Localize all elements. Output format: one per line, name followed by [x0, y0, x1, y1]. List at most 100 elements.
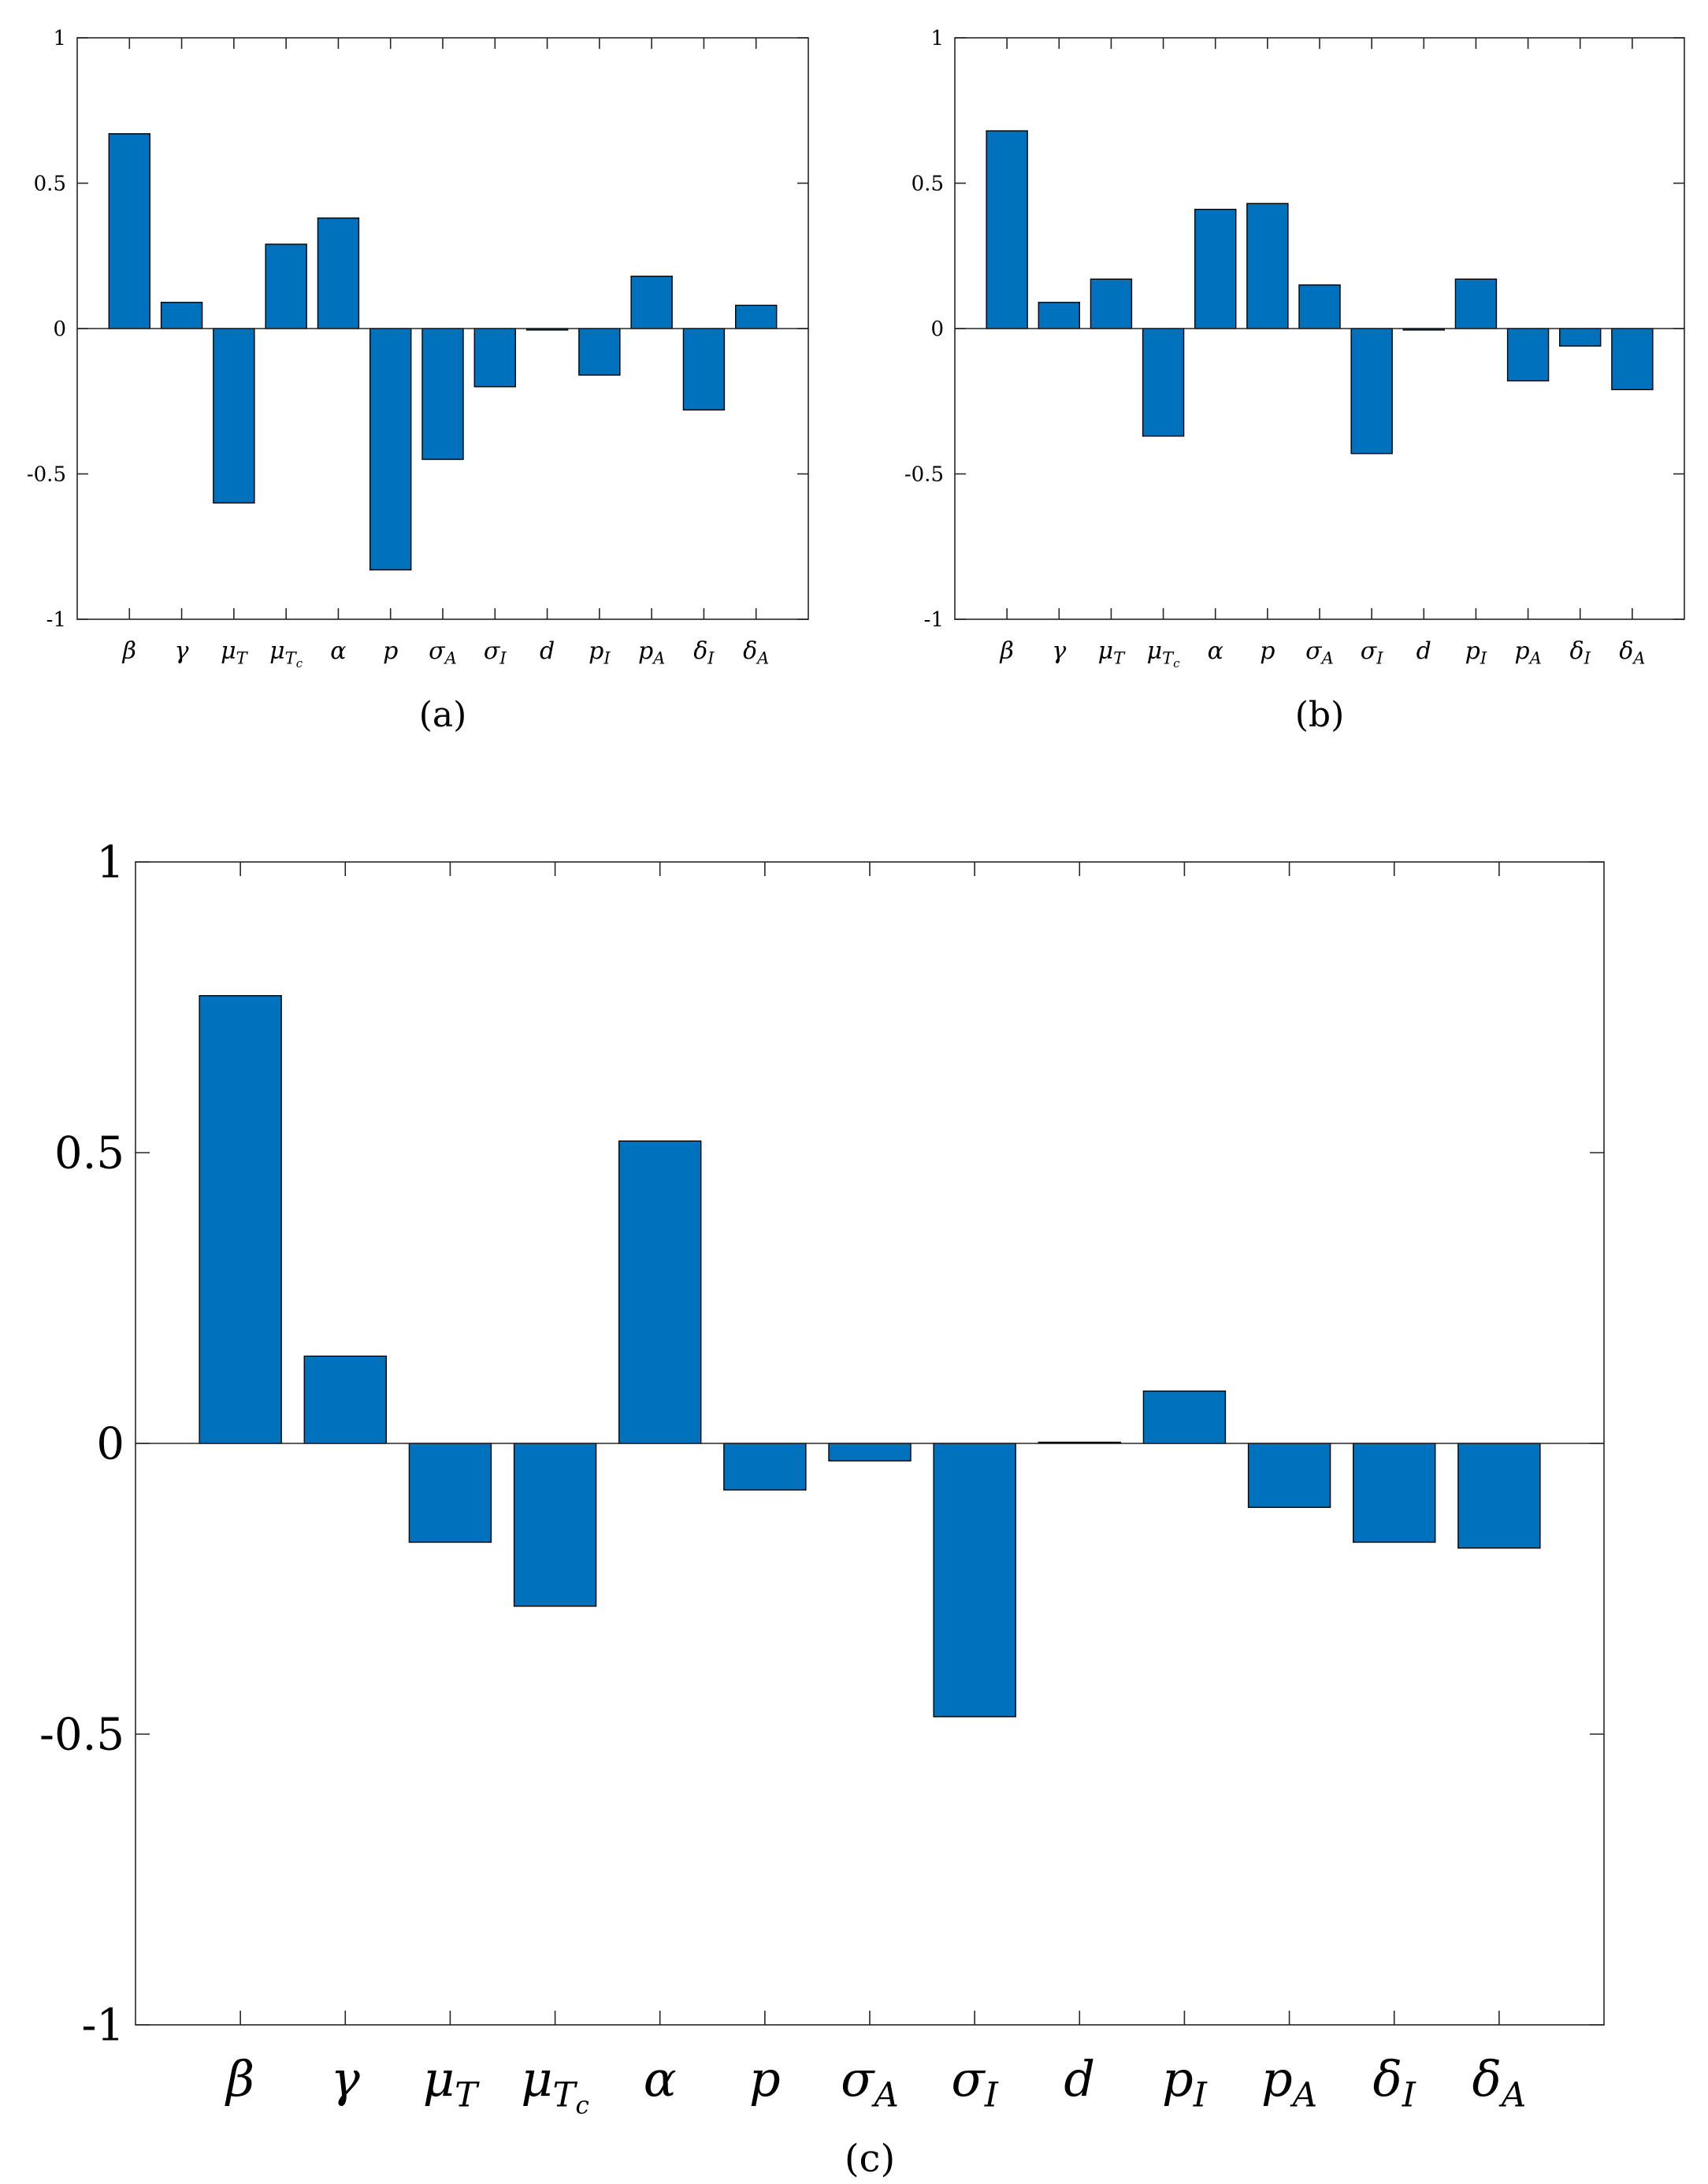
- bar-11: [1559, 328, 1602, 347]
- x-tick-label-subscript: A: [1290, 2076, 1317, 2115]
- bar-12: [1611, 328, 1654, 391]
- x-tick-label-base: μ: [423, 2050, 455, 2108]
- bar-9: [1142, 1390, 1227, 1444]
- x-tick-label-12: δA: [1619, 637, 1645, 668]
- panel-caption: (a): [419, 695, 467, 735]
- bar-2: [1090, 278, 1133, 329]
- x-tick-label-5: p: [383, 637, 398, 665]
- bar-1: [160, 302, 203, 329]
- chart-panel-b: -1-0.500.51β γ μT μTc α p σA σI d pI pA δI δA(b): [904, 27, 1685, 735]
- x-tick-label-1: γ: [331, 2050, 361, 2108]
- x-tick-label-2: μT: [423, 2050, 480, 2115]
- x-tick-label-base: σ: [841, 2050, 875, 2108]
- y-tick-label: 1: [53, 27, 66, 50]
- x-tick-label-12: δA: [1472, 2050, 1527, 2115]
- x-tick-label-base: γ: [331, 2050, 361, 2108]
- x-tick-label-subscript: I: [1480, 649, 1487, 668]
- x-tick-label-4: α: [644, 2050, 677, 2108]
- x-tick-label-2: μT: [1098, 637, 1127, 668]
- bar-4: [618, 1140, 702, 1444]
- x-tick-label-base: α: [1208, 637, 1223, 665]
- x-tick-label-subscript: I: [1376, 649, 1383, 668]
- bar-6: [1298, 284, 1341, 329]
- x-tick-label-base: δ: [1619, 637, 1633, 665]
- x-tick-label-2: μT: [221, 637, 249, 668]
- y-tick-label: -0.5: [904, 463, 944, 487]
- x-tick-label-subscript: A: [1528, 649, 1542, 668]
- x-tick-label-base: p: [589, 637, 603, 665]
- bar-5: [1246, 202, 1289, 329]
- x-tick-label-subsubscript: c: [1173, 656, 1180, 670]
- bar-1: [303, 1355, 387, 1444]
- x-tick-label-base: p: [1514, 637, 1529, 665]
- bar-7: [933, 1443, 1016, 1718]
- x-tick-label-base: γ: [175, 637, 189, 665]
- panel-caption: (b): [1295, 695, 1345, 735]
- x-tick-label-base: p: [638, 637, 653, 665]
- x-tick-label-subscript: A: [1632, 649, 1645, 668]
- x-tick-label-base: σ: [1305, 637, 1323, 665]
- x-tick-label-8: d: [1064, 2050, 1095, 2108]
- x-tick-label-base: μ: [1098, 637, 1114, 665]
- y-tick-label: -0.5: [27, 463, 66, 487]
- y-tick-label: -1: [46, 608, 66, 632]
- x-tick-label-8: d: [540, 637, 555, 665]
- x-tick-label-0: β: [122, 637, 136, 665]
- bar-0: [986, 130, 1028, 329]
- x-tick-label-9: pI: [1465, 637, 1487, 668]
- x-tick-label-1: γ: [175, 637, 189, 665]
- x-tick-label-0: β: [999, 637, 1013, 665]
- x-tick-label-base: σ: [484, 637, 501, 665]
- x-tick-label-9: pI: [1162, 2050, 1208, 2115]
- x-tick-label-3: μTc: [521, 2050, 589, 2119]
- x-tick-label-subscript: I: [1402, 2076, 1417, 2115]
- x-tick-label-base: p: [749, 2050, 781, 2108]
- x-tick-label-6: σA: [429, 637, 457, 668]
- x-tick-label-12: δA: [743, 637, 769, 668]
- x-tick-label-base: d: [1417, 637, 1431, 665]
- bar-10: [630, 275, 673, 329]
- bar-3: [1142, 328, 1185, 437]
- x-tick-label-base: β: [999, 637, 1013, 665]
- x-tick-label-subscript: T: [553, 2076, 578, 2115]
- x-tick-label-base: μ: [221, 637, 236, 665]
- bar-7: [1350, 328, 1393, 455]
- x-tick-label-base: p: [383, 637, 398, 665]
- x-tick-label-3: μTc: [269, 637, 303, 670]
- bar-9: [1454, 278, 1498, 329]
- x-tick-label-subscript: T: [1113, 649, 1126, 668]
- x-tick-label-base: δ: [693, 637, 707, 665]
- bar-0: [108, 133, 150, 329]
- x-tick-label-subscript: I: [1584, 649, 1591, 668]
- y-tick-label: -1: [81, 2000, 124, 2052]
- x-tick-label-10: pA: [1514, 637, 1541, 668]
- x-tick-label-subsubscript: c: [576, 2091, 589, 2119]
- bar-11: [682, 328, 726, 411]
- x-tick-label-4: α: [1208, 637, 1223, 665]
- y-tick-label: -1: [924, 608, 944, 632]
- x-tick-label-base: μ: [269, 637, 285, 665]
- bar-6: [421, 328, 464, 460]
- y-tick-label: 1: [930, 27, 944, 50]
- x-tick-label-base: μ: [1147, 637, 1163, 665]
- x-tick-label-subscript: T: [1162, 649, 1175, 668]
- bar-6: [828, 1443, 912, 1462]
- bar-4: [1194, 209, 1237, 329]
- x-tick-label-subscript: A: [652, 649, 665, 668]
- bar-11: [1353, 1443, 1436, 1543]
- bar-5: [369, 328, 412, 570]
- x-tick-label-1: γ: [1052, 637, 1066, 665]
- x-tick-label-subscript: A: [1498, 2076, 1526, 2115]
- bar-1: [1038, 302, 1080, 329]
- x-tick-label-base: δ: [1570, 637, 1584, 665]
- x-tick-label-base: p: [1261, 2050, 1293, 2108]
- x-tick-label-subscript: I: [603, 649, 611, 668]
- x-tick-label-subscript: A: [871, 2076, 898, 2115]
- x-tick-label-base: d: [1064, 2050, 1095, 2108]
- y-tick-label: 0: [96, 1419, 124, 1470]
- x-tick-label-base: α: [644, 2050, 677, 2108]
- y-tick-label: 0: [53, 318, 66, 341]
- y-tick-label: 0.5: [54, 1128, 124, 1179]
- x-tick-label-base: d: [540, 637, 555, 665]
